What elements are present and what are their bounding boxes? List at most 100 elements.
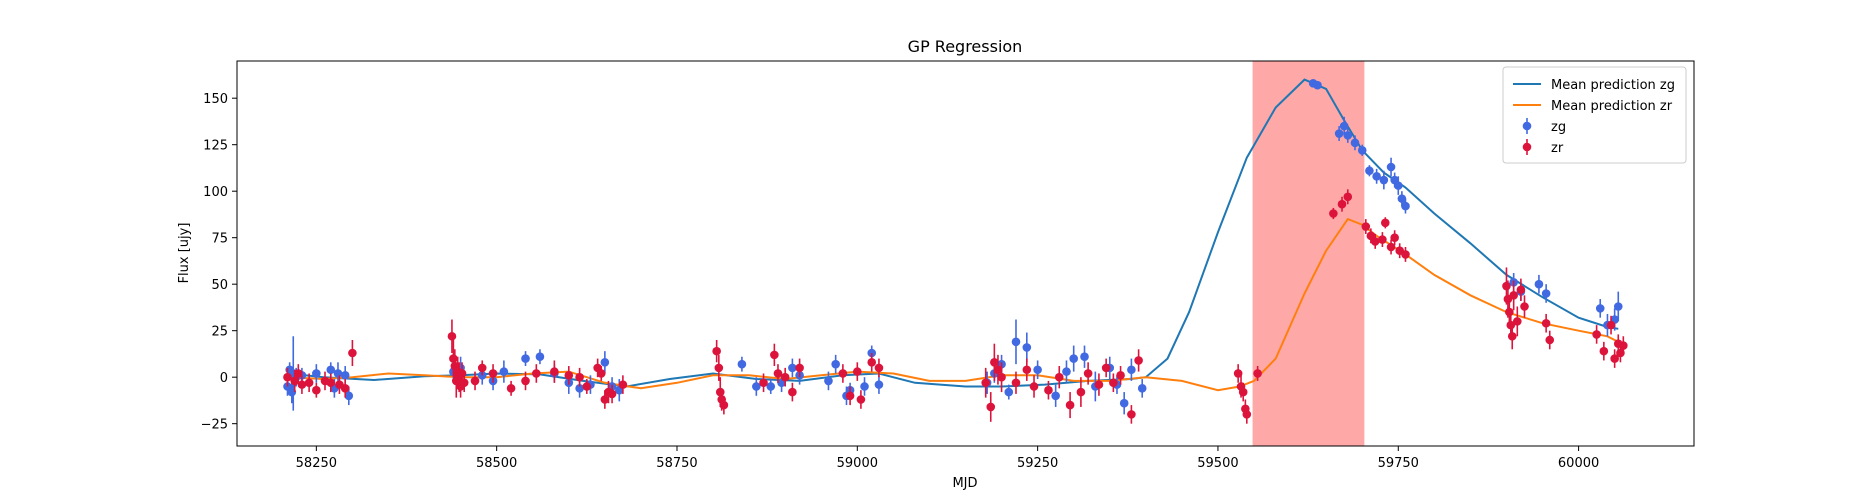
data-point-zg [340, 371, 350, 380]
data-point-zg [1393, 181, 1403, 190]
data-point-zg [1022, 343, 1032, 352]
data-point-zg [333, 369, 343, 378]
y-tick-label: 150 [203, 92, 228, 107]
data-point-zr [1065, 400, 1075, 410]
data-point-zr [297, 380, 307, 389]
data-point-zr [447, 331, 457, 341]
data-point-zg [752, 382, 761, 391]
data-point-zr [290, 376, 300, 386]
data-point-zr [1116, 371, 1125, 380]
data-point-zr [1083, 369, 1093, 378]
data-point-zr [993, 365, 1003, 375]
data-point-zr [990, 358, 999, 367]
data-point-zr [1134, 356, 1143, 365]
data-point-zr [1386, 242, 1396, 252]
data-point-zr [780, 372, 790, 382]
data-point-zr [1505, 307, 1514, 317]
legend-swatch-zr [1522, 142, 1532, 152]
data-point-zr [714, 363, 724, 373]
data-point-zr [1610, 354, 1619, 363]
data-point-zr [532, 369, 541, 378]
data-point-zr [1507, 331, 1517, 341]
data-point-zr [1343, 192, 1353, 202]
data-point-zr [712, 346, 721, 356]
data-point-zr [874, 363, 884, 373]
data-point-zg [1357, 145, 1367, 155]
data-point-zr [607, 389, 617, 399]
data-point-zr [759, 378, 768, 388]
data-point-zg [737, 359, 747, 369]
data-point-zr [1054, 372, 1064, 382]
data-point-zr [981, 378, 990, 388]
data-point-zr [788, 387, 797, 397]
data-point-zg [788, 363, 797, 373]
data-point-zr [1380, 218, 1390, 228]
data-point-zg [1062, 367, 1071, 376]
data-point-zg [860, 382, 869, 391]
x-tick-label: 58750 [656, 456, 697, 471]
data-point-zg [831, 359, 840, 369]
y-axis-label: Flux [ujy] [177, 223, 192, 284]
data-point-zr [1044, 385, 1053, 395]
data-point-zr [838, 369, 848, 378]
data-point-zg [1334, 129, 1344, 138]
data-point-zr [1520, 302, 1529, 311]
data-point-zg [521, 354, 530, 363]
x-tick-label: 59250 [1017, 456, 1058, 471]
data-point-zg [1613, 302, 1623, 311]
chart-title: GP Regression [908, 37, 1023, 56]
data-point-zg [874, 380, 884, 389]
data-point-zr [312, 385, 321, 395]
legend-box [1502, 66, 1687, 164]
data-point-zr [1109, 378, 1118, 388]
data-point-zr [459, 378, 469, 388]
x-tick-label: 58250 [296, 456, 337, 471]
y-tick-label: 100 [203, 185, 228, 200]
data-point-zg [1069, 354, 1078, 363]
plot-content [283, 61, 1628, 446]
y-tick-label: 25 [211, 325, 228, 340]
y-tick-label: 125 [203, 139, 228, 154]
data-point-zr [1606, 320, 1616, 330]
data-point-zr [715, 387, 725, 397]
data-point-zg [499, 367, 509, 376]
data-point-zg [575, 384, 584, 393]
data-point-zr [1253, 369, 1262, 378]
data-point-zr [449, 354, 458, 363]
data-point-zr [1401, 250, 1410, 259]
data-point-zr [348, 348, 357, 358]
data-point-zg [312, 369, 321, 378]
data-point-zr [1011, 378, 1021, 388]
data-point-zr [1599, 346, 1609, 356]
data-point-zg [1033, 365, 1042, 375]
data-point-zr [1502, 281, 1511, 291]
data-point-zg [1379, 175, 1389, 185]
data-point-zr [1337, 199, 1347, 209]
data-point-zr [1370, 237, 1380, 246]
y-tick-label: −25 [201, 418, 228, 433]
data-point-zg [766, 382, 776, 391]
data-point-zr [856, 395, 866, 404]
data-point-zr [550, 367, 559, 376]
data-point-zg [1350, 138, 1360, 148]
legend-label-zg: zg [1551, 120, 1566, 135]
data-point-zg [1119, 398, 1129, 408]
data-point-zg [344, 391, 354, 401]
data-point-zg [1004, 387, 1014, 397]
data-point-zr [1378, 235, 1387, 244]
data-point-zr [340, 384, 350, 393]
data-point-zr [1509, 291, 1518, 300]
data-point-zr [795, 363, 804, 373]
plot-frame [236, 60, 1695, 447]
data-point-zr [304, 378, 314, 388]
data-point-zg [1386, 162, 1396, 172]
data-point-zr [1127, 410, 1136, 419]
data-point-zg [1534, 279, 1544, 289]
data-point-zr [582, 382, 592, 391]
data-point-zr [283, 372, 292, 382]
data-point-zr [600, 395, 610, 404]
data-point-zr [575, 372, 584, 382]
data-point-zr [1242, 410, 1252, 419]
data-point-zr [1094, 380, 1104, 389]
data-point-zr [853, 367, 862, 376]
